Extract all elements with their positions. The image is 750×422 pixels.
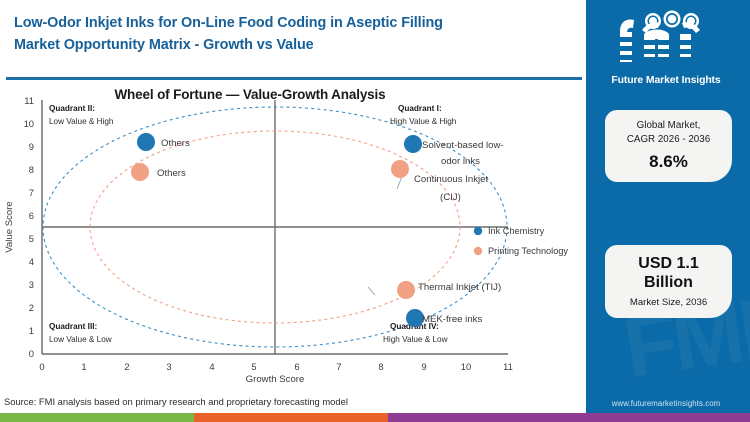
data-point-others-ink-chemistry[interactable]: [137, 133, 155, 151]
data-label-solvent-line-1: Solvent-based low-: [422, 140, 504, 151]
page-title-line-1: Low-Odor Inkjet Inks for On-Line Food Co…: [14, 15, 443, 31]
data-point-thermal-inkjet[interactable]: [397, 281, 415, 299]
quadrant-3-heading: Quadrant III:: [49, 322, 97, 331]
data-point-solvent-based-low-odor-inks[interactable]: [404, 135, 422, 153]
data-label-mek: MEK-free inks: [422, 314, 482, 325]
y-axis-ticks: 0 1 2 3 4 5 6 7 8 9 10 11: [24, 95, 34, 359]
brand-sidebar: FMI: [582, 0, 750, 422]
inner-ring-ellipse: [89, 130, 461, 324]
data-point-continuous-inkjet[interactable]: [391, 160, 409, 178]
svg-text:7: 7: [29, 187, 34, 198]
svg-text:0: 0: [39, 361, 44, 372]
sidebar-left-edge: [582, 0, 586, 422]
cagr-card-line-1: Global Market,: [636, 120, 701, 131]
svg-text:8: 8: [29, 164, 34, 175]
legend-marker-printing-technology: [473, 246, 483, 256]
svg-text:6: 6: [29, 210, 34, 221]
svg-text:5: 5: [251, 361, 256, 372]
svg-text:2: 2: [29, 302, 34, 313]
tij-leader-line: [367, 286, 376, 296]
fmi-logo-icon: [614, 10, 700, 62]
bottom-bar-segment-orange: [194, 413, 389, 422]
svg-text:11: 11: [24, 95, 34, 106]
market-size-value-line-1: USD 1.1: [638, 255, 699, 272]
header: Low-Odor Inkjet Inks for On-Line Food Co…: [14, 12, 574, 57]
data-label-cij-line-1: Continuous Inkjet: [414, 174, 488, 185]
main-content-area: Low-Odor Inkjet Inks for On-Line Food Co…: [0, 12, 588, 422]
y-axis-title: Value Score: [4, 201, 15, 253]
legend-marker-ink-chemistry: [473, 226, 483, 236]
cagr-card-line-2: CAGR 2026 - 2036: [626, 134, 711, 146]
svg-text:4: 4: [209, 361, 214, 372]
data-label-solvent-line-2: odor inks: [441, 156, 480, 167]
svg-text:1: 1: [81, 361, 86, 372]
svg-text:10: 10: [24, 118, 34, 129]
svg-text:5: 5: [29, 233, 34, 244]
fmi-logo-subtitle: Future Market Insights: [611, 75, 721, 86]
svg-text:3: 3: [29, 279, 34, 290]
outer-ring-ellipse: [42, 106, 508, 348]
bottom-color-bar: [0, 413, 588, 422]
svg-text:7: 7: [336, 361, 341, 372]
x-axis-title: Growth Score: [246, 374, 305, 384]
fmi-logo: Future Market Insights: [582, 10, 750, 86]
svg-text:10: 10: [461, 361, 471, 372]
data-label-tij: Thermal Inkjet (TIJ): [418, 282, 501, 293]
page-title-line-2: Market Opportunity Matrix - Growth vs Va…: [14, 37, 314, 54]
chart-title: Wheel of Fortune — Value-Growth Analysis: [114, 87, 386, 102]
bottom-bar-segment-purple: [388, 413, 588, 422]
quadrant-2-subtext: Low Value & High: [49, 117, 114, 126]
quadrant-4-subtext: High Value & Low: [383, 335, 448, 344]
quadrant-3-subtext: Low Value & Low: [49, 335, 112, 344]
cagr-card-value: 8.6%: [649, 152, 688, 172]
website-url[interactable]: www.futuremarketinsights.com: [611, 399, 721, 408]
svg-text:0: 0: [29, 348, 34, 359]
svg-text:8: 8: [378, 361, 383, 372]
scatter-plot: 0 1 2 3 4 5 6 7 8 9 10 11 Growth Score 0: [4, 95, 568, 384]
svg-text:1: 1: [29, 325, 34, 336]
svg-text:6: 6: [294, 361, 299, 372]
legend-label-ink-chemistry: Ink Chemistry: [488, 226, 545, 236]
quadrant-2-heading: Quadrant II:: [49, 104, 95, 113]
svg-text:11: 11: [503, 361, 513, 372]
header-divider: [6, 77, 584, 80]
quadrant-1-heading: Quadrant I:: [398, 104, 442, 113]
data-label-others-orange: Others: [157, 168, 186, 179]
data-label-cij-line-2: (CIJ): [440, 192, 461, 203]
market-size-caption: Market Size, 2036: [629, 297, 708, 309]
legend-label-printing-technology: Printing Technology: [488, 246, 568, 256]
data-point-mek-free-inks[interactable]: [406, 309, 424, 327]
svg-text:9: 9: [421, 361, 426, 372]
bottom-bar-segment-green: [0, 413, 195, 422]
chart-legend: Ink Chemistry Printing Technology: [473, 226, 568, 256]
svg-text:4: 4: [29, 256, 34, 267]
source-note: Source: FMI analysis based on primary re…: [4, 396, 348, 407]
cagr-card: Global Market, CAGR 2026 - 2036 8.6%: [605, 110, 732, 183]
data-label-others-blue: Others: [161, 138, 190, 149]
quadrant-1-subtext: High Value & High: [390, 117, 457, 126]
svg-text:3: 3: [166, 361, 171, 372]
chart-container: Wheel of Fortune — Value-Growth Analysis…: [0, 84, 588, 384]
svg-text:9: 9: [29, 141, 34, 152]
x-axis-ticks: 0 1 2 3 4 5 6 7 8 9 10 11: [39, 361, 512, 372]
sidebar-bottom-accent: [582, 413, 750, 422]
market-size-card: USD 1.1 Billion Market Size, 2036: [605, 245, 732, 319]
market-size-value-line-2: Billion: [644, 274, 693, 292]
data-point-others-printing-technology[interactable]: [131, 163, 149, 181]
svg-text:2: 2: [124, 361, 129, 372]
